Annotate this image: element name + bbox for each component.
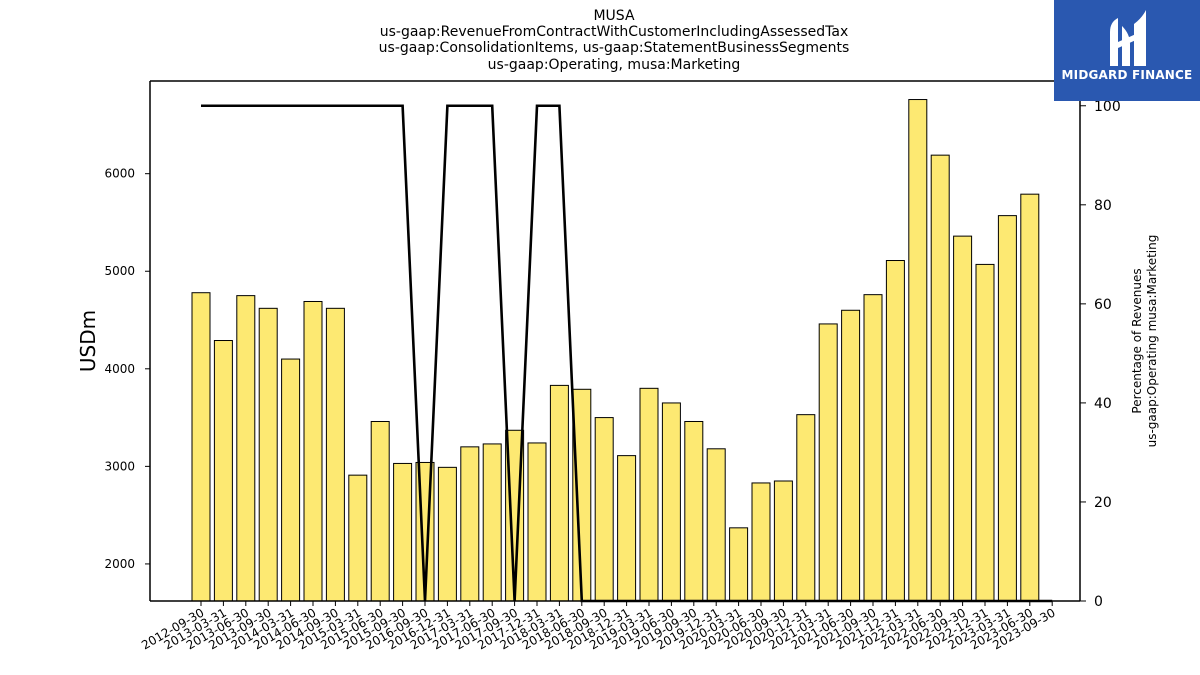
- chart-title-line-1: MUSA: [593, 8, 634, 24]
- bar: [236, 295, 256, 602]
- bar: [303, 300, 323, 602]
- bar: [975, 263, 995, 602]
- y2-tick-label: 0: [1094, 594, 1103, 610]
- y2-tick-label: 40: [1094, 396, 1112, 412]
- chart-title-line-2: us-gaap:RevenueFromContractWithCustomerI…: [380, 24, 849, 40]
- y-axis-right-label-line-2: us-gaap:Operating musa:Marketing: [1145, 235, 1159, 448]
- bar: [213, 340, 233, 602]
- bar: [930, 154, 950, 602]
- bar: [348, 474, 368, 602]
- bar: [953, 235, 973, 602]
- bar: [370, 420, 390, 602]
- bar: [460, 446, 480, 602]
- bar: [1020, 193, 1040, 602]
- chart-title: MUSA us-gaap:RevenueFromContractWithCust…: [379, 8, 850, 73]
- bar: [885, 260, 905, 602]
- bar: [258, 307, 278, 602]
- brand-logo-text: MIDGARD FINANCE: [1061, 68, 1193, 82]
- y-tick-label: 3000: [104, 459, 135, 473]
- bar: [706, 448, 726, 602]
- bar: [729, 527, 749, 602]
- bar: [818, 323, 838, 602]
- bar: [325, 307, 345, 602]
- bar: [482, 443, 502, 602]
- bar: [572, 388, 592, 602]
- y2-tick-label: 80: [1094, 198, 1112, 214]
- y2-tick-label: 60: [1094, 297, 1112, 313]
- y-axis-right-label: Percentage of Revenues us-gaap:Operating…: [1130, 235, 1159, 448]
- bar: [594, 417, 614, 602]
- y-axis-left-label: USDm: [76, 310, 100, 372]
- brand-logo: MIDGARD FINANCE: [1054, 0, 1200, 101]
- y2-tick-label: 20: [1094, 495, 1112, 511]
- bar: [796, 414, 816, 602]
- bar-series: [191, 99, 1040, 602]
- y-tick-label: 2000: [104, 557, 135, 571]
- bar: [751, 482, 771, 602]
- y2-tick-label: 100: [1094, 99, 1121, 115]
- bar: [281, 358, 301, 602]
- bar: [841, 309, 861, 602]
- y-tick-label: 6000: [104, 167, 135, 181]
- axes: [149, 80, 1081, 602]
- bar: [908, 99, 928, 602]
- bar: [639, 387, 659, 602]
- bar: [527, 442, 547, 602]
- bar: [393, 462, 413, 602]
- bar: [191, 292, 211, 602]
- y-tick-label: 5000: [104, 264, 135, 278]
- midgard-logo-icon: [1110, 10, 1146, 66]
- bar: [773, 480, 793, 602]
- y-tick-label: 4000: [104, 362, 135, 376]
- bar: [549, 384, 569, 602]
- y-axis-right-ticks: 0 20 40 60 80 100: [1080, 99, 1121, 610]
- y-axis-right-label-line-1: Percentage of Revenues: [1130, 268, 1144, 413]
- y-axis-left-ticks: 2000 3000 4000 5000 6000: [104, 167, 150, 571]
- chart-title-line-4: us-gaap:Operating, musa:Marketing: [488, 57, 741, 73]
- bar: [617, 455, 637, 602]
- x-axis-ticks: 2012-09-302013-03-312013-06-302013-09-30…: [139, 601, 1058, 652]
- bar: [684, 420, 704, 602]
- bar: [997, 215, 1017, 602]
- bar: [863, 294, 883, 602]
- bar: [661, 402, 681, 602]
- chart-title-line-3: us-gaap:ConsolidationItems, us-gaap:Stat…: [379, 40, 850, 56]
- bar: [437, 466, 457, 602]
